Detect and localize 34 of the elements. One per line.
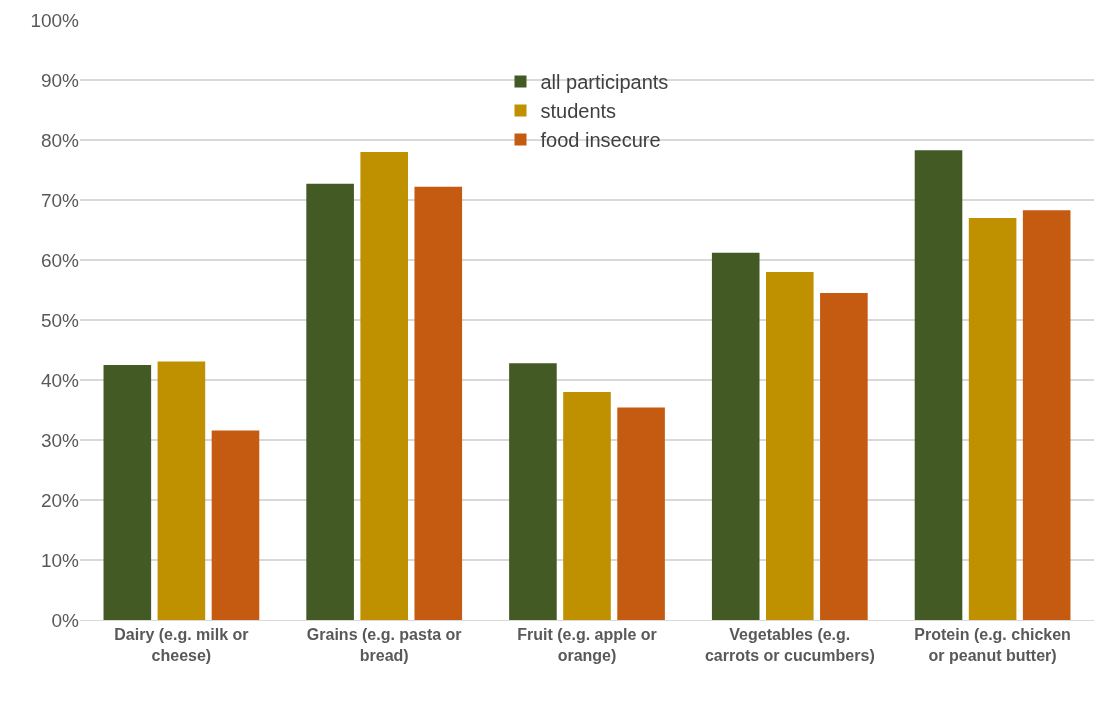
bar bbox=[414, 186, 463, 620]
bar bbox=[617, 407, 665, 620]
bar bbox=[766, 272, 814, 620]
y-tick-label: 10% bbox=[40, 549, 80, 571]
y-tick-label: 80% bbox=[40, 129, 80, 151]
bar bbox=[211, 430, 260, 620]
x-tick-label: Dairy (e.g. milk or cheese) bbox=[114, 626, 249, 664]
bar bbox=[509, 363, 557, 620]
x-tick-label: Grains (e.g. pasta or bread) bbox=[306, 626, 462, 664]
legend-label: all participants bbox=[540, 71, 669, 94]
bar bbox=[711, 252, 760, 620]
y-tick-label: 70% bbox=[40, 189, 80, 211]
bar bbox=[157, 361, 206, 620]
x-tick-label: Vegetables (e.g. carrots or cucumbers) bbox=[704, 626, 875, 664]
bar bbox=[360, 152, 408, 620]
y-tick-label: 100% bbox=[30, 9, 80, 31]
bar bbox=[306, 183, 354, 620]
y-tick-label: 20% bbox=[40, 489, 80, 511]
x-tick-label: Protein (e.g. chicken or peanut butter) bbox=[914, 626, 1071, 664]
y-tick-label: 90% bbox=[40, 69, 80, 91]
y-tick-label: 40% bbox=[40, 369, 80, 391]
bar bbox=[820, 293, 868, 620]
bar bbox=[103, 365, 152, 620]
legend-label: food insecure bbox=[540, 129, 661, 152]
bar bbox=[563, 392, 611, 620]
x-tick-label: Fruit (e.g. apple or orange) bbox=[517, 626, 657, 664]
y-tick-label: 30% bbox=[40, 429, 80, 451]
legend-label: students bbox=[540, 100, 617, 123]
bar bbox=[914, 150, 963, 620]
y-tick-label: 0% bbox=[51, 609, 80, 631]
bar bbox=[1022, 210, 1071, 620]
y-tick-label: 50% bbox=[40, 309, 80, 331]
y-tick-label: 60% bbox=[40, 249, 80, 271]
bar bbox=[968, 218, 1017, 620]
